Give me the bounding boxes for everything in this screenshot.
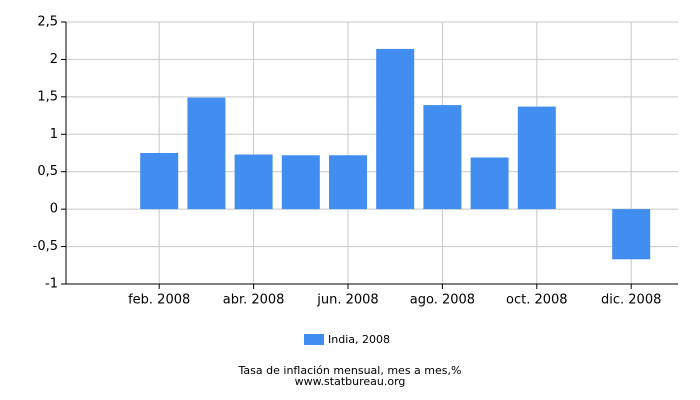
x-tick-label: jun. 2008: [316, 293, 378, 308]
bar: [234, 154, 273, 210]
x-tick-label: ago. 2008: [410, 293, 475, 308]
y-tick-label: -1: [45, 277, 58, 292]
y-tick-label: 2,5: [37, 15, 58, 30]
bar: [423, 105, 462, 210]
y-tick-label: 2: [50, 52, 58, 67]
source: www.statbureau.org: [295, 375, 406, 388]
bar: [517, 106, 556, 210]
bar: [376, 48, 415, 210]
bar: [140, 153, 179, 210]
legend-label: India, 2008: [328, 333, 390, 346]
bar: [470, 157, 509, 210]
y-tick-label: 1: [50, 127, 58, 142]
legend-swatch: [304, 334, 324, 345]
bar: [329, 155, 367, 210]
caption: Tasa de inflación mensual, mes a mes,%: [238, 364, 462, 377]
x-tick-label: feb. 2008: [128, 293, 190, 308]
y-tick-label: 1,5: [37, 89, 58, 104]
bar: [281, 155, 320, 210]
x-tick-label: oct. 2008: [506, 293, 568, 308]
bar: [612, 209, 651, 260]
x-tick-label: abr. 2008: [223, 293, 285, 308]
y-tick-label: 0: [50, 202, 58, 217]
y-tick-label: 0,5: [37, 164, 58, 179]
bar: [187, 97, 226, 210]
y-tick-label: -0,5: [33, 239, 58, 254]
x-tick-label: dic. 2008: [601, 293, 661, 308]
